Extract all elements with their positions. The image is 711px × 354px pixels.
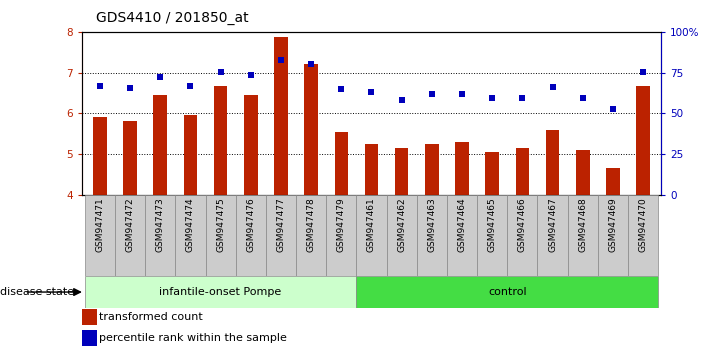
Point <box>154 74 166 79</box>
Bar <box>176 195 205 276</box>
Bar <box>235 195 266 276</box>
Point <box>215 69 226 75</box>
Text: GSM947461: GSM947461 <box>367 197 376 252</box>
Text: GSM947475: GSM947475 <box>216 197 225 252</box>
Text: GSM947474: GSM947474 <box>186 197 195 252</box>
Point <box>336 86 347 92</box>
Bar <box>82 330 97 346</box>
Text: GSM947462: GSM947462 <box>397 197 406 252</box>
Text: GSM947465: GSM947465 <box>488 197 497 252</box>
Text: control: control <box>488 287 527 297</box>
Bar <box>214 86 228 195</box>
Text: GSM947476: GSM947476 <box>246 197 255 252</box>
Bar <box>183 115 197 195</box>
Point <box>365 89 377 95</box>
Text: GSM947477: GSM947477 <box>277 197 285 252</box>
Text: infantile-onset Pompe: infantile-onset Pompe <box>159 287 282 297</box>
Bar <box>326 195 356 276</box>
Bar <box>455 142 469 195</box>
Bar <box>82 309 97 325</box>
Text: GSM947471: GSM947471 <box>95 197 105 252</box>
Point <box>456 91 468 97</box>
Text: disease state: disease state <box>0 287 74 297</box>
Bar <box>85 276 356 308</box>
Bar <box>486 152 499 195</box>
Bar <box>85 195 115 276</box>
Point <box>124 85 136 91</box>
Point <box>426 91 437 97</box>
Text: percentile rank within the sample: percentile rank within the sample <box>99 333 287 343</box>
Bar <box>515 148 529 195</box>
Bar <box>115 195 145 276</box>
Bar <box>145 195 176 276</box>
Text: GSM947463: GSM947463 <box>427 197 437 252</box>
Text: GSM947464: GSM947464 <box>458 197 466 252</box>
Text: GSM947472: GSM947472 <box>126 197 134 252</box>
Bar <box>417 195 447 276</box>
Bar <box>266 195 296 276</box>
Point <box>517 95 528 101</box>
Bar <box>538 195 567 276</box>
Point <box>577 95 589 101</box>
Text: GSM947470: GSM947470 <box>638 197 648 252</box>
Bar <box>274 37 288 195</box>
Bar <box>93 118 107 195</box>
Bar <box>304 64 318 195</box>
Bar <box>606 168 620 195</box>
Point <box>607 106 619 112</box>
Bar <box>508 195 538 276</box>
Text: GSM947473: GSM947473 <box>156 197 165 252</box>
Bar <box>365 144 378 195</box>
Bar <box>576 150 589 195</box>
Point <box>245 72 257 78</box>
Bar <box>598 195 628 276</box>
Bar <box>477 195 508 276</box>
Text: transformed count: transformed count <box>99 312 203 322</box>
Text: GSM947479: GSM947479 <box>337 197 346 252</box>
Point <box>486 95 498 101</box>
Point <box>547 84 558 90</box>
Bar <box>447 195 477 276</box>
Text: GSM947467: GSM947467 <box>548 197 557 252</box>
Text: GSM947468: GSM947468 <box>578 197 587 252</box>
Point <box>396 97 407 103</box>
Bar <box>425 144 439 195</box>
Point <box>306 62 317 67</box>
Bar <box>546 130 560 195</box>
Text: GSM947469: GSM947469 <box>609 197 617 252</box>
Text: GSM947466: GSM947466 <box>518 197 527 252</box>
Bar <box>154 95 167 195</box>
Bar <box>296 195 326 276</box>
Text: GDS4410 / 201850_at: GDS4410 / 201850_at <box>96 11 249 25</box>
Bar <box>205 195 235 276</box>
Bar <box>387 195 417 276</box>
Bar <box>356 195 387 276</box>
Point <box>275 57 287 63</box>
Point <box>94 83 105 89</box>
Bar <box>123 121 137 195</box>
Point <box>185 83 196 89</box>
Bar <box>628 195 658 276</box>
Bar <box>335 132 348 195</box>
Bar <box>356 276 658 308</box>
Bar <box>567 195 598 276</box>
Point <box>638 69 649 75</box>
Text: GSM947478: GSM947478 <box>306 197 316 252</box>
Bar <box>636 86 650 195</box>
Bar <box>395 148 408 195</box>
Bar <box>244 95 257 195</box>
